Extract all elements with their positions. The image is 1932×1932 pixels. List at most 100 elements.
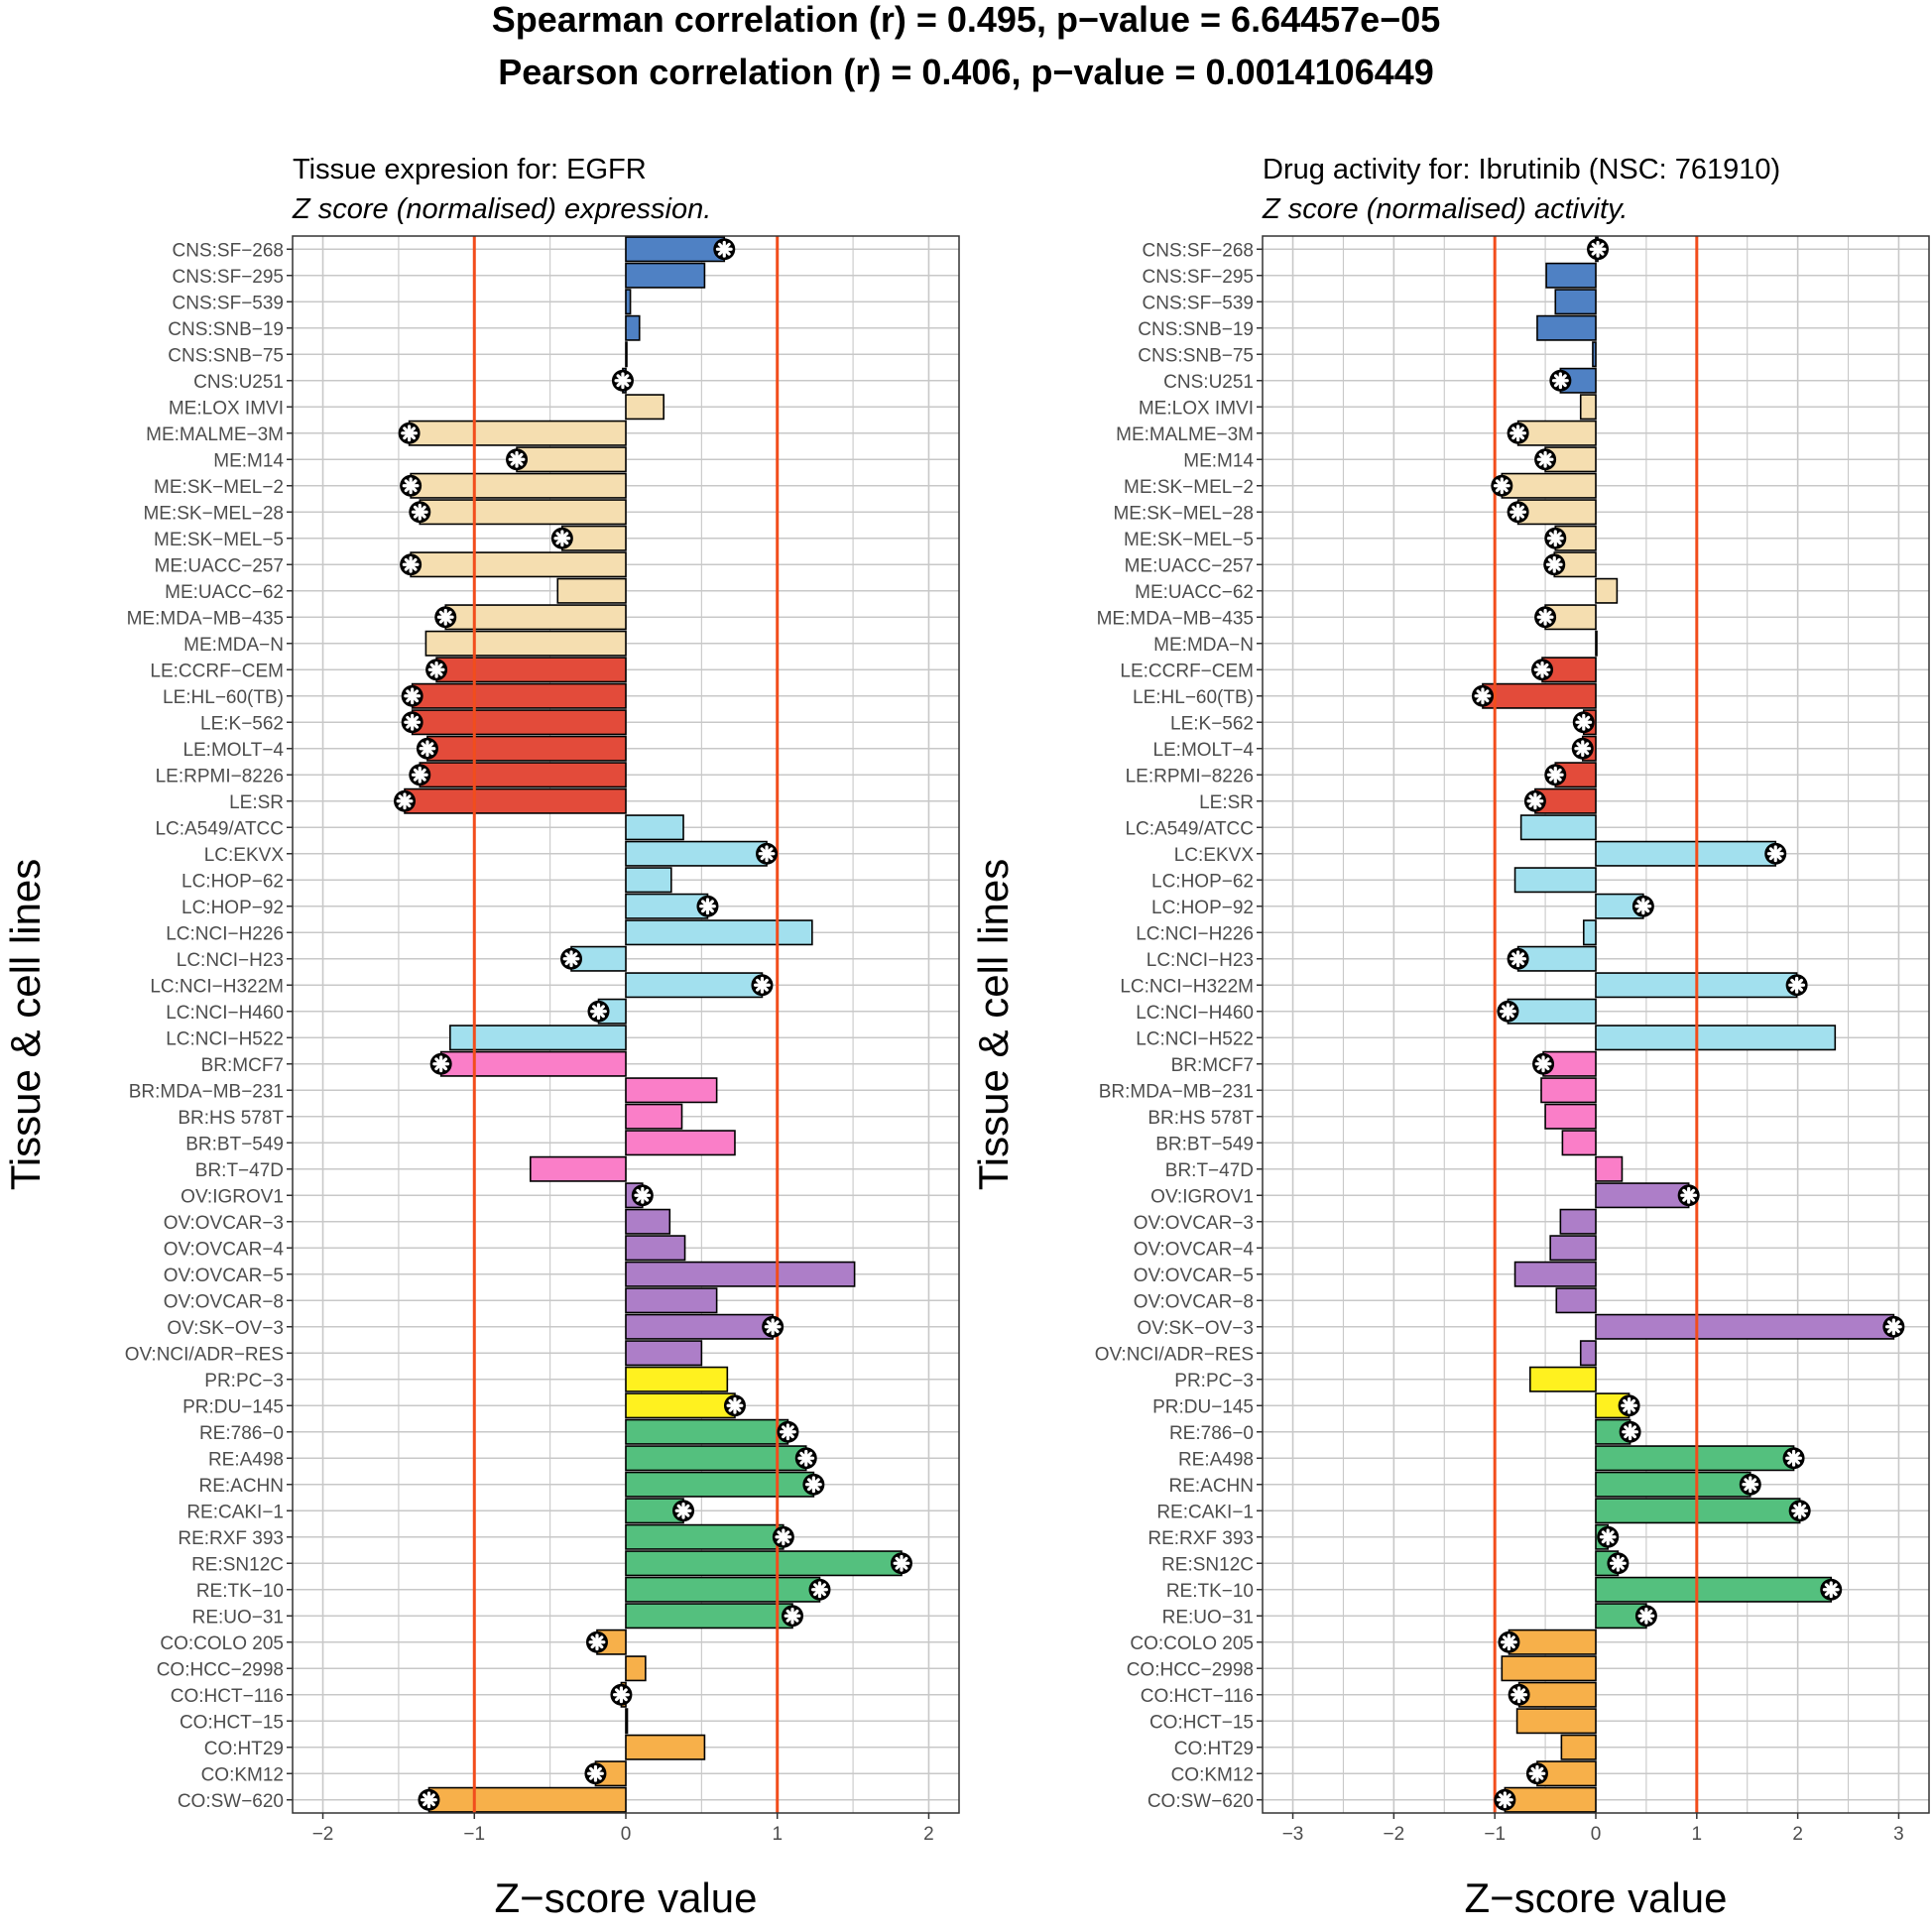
bar — [625, 1366, 729, 1392]
category-label: LC:NCI−H522 — [1136, 1028, 1254, 1049]
bar — [1519, 814, 1597, 841]
category-label: LE:CCRF−CEM — [1120, 661, 1254, 681]
significance-star-icon — [585, 1630, 608, 1653]
category-label: OV:IGROV1 — [1150, 1186, 1254, 1207]
category-label: CO:HCC−2998 — [157, 1659, 284, 1680]
x-tick-label: −2 — [1384, 1824, 1405, 1845]
category-label: CNS:SF−268 — [1143, 240, 1254, 261]
category-label: ME:LOX IMVI — [169, 398, 284, 419]
bar — [625, 1550, 903, 1577]
significance-star-icon — [808, 1578, 831, 1601]
x-tick-label: 0 — [621, 1824, 632, 1845]
category-label: LE:CCRF−CEM — [150, 661, 284, 681]
bar — [625, 1103, 683, 1130]
significance-star-icon — [1508, 1683, 1530, 1706]
significance-star-icon — [394, 789, 417, 812]
significance-star-icon — [1782, 1447, 1805, 1470]
category-label: RE:RXF 393 — [178, 1528, 284, 1549]
bar — [1544, 1103, 1597, 1130]
bar — [625, 1077, 718, 1104]
x-tick-label: 2 — [1792, 1824, 1803, 1845]
category-label: BR:HS 578T — [178, 1108, 284, 1129]
significance-star-icon — [782, 1605, 803, 1628]
category-label: RE:A498 — [1178, 1449, 1254, 1470]
category-label: CNS:SF−295 — [1143, 267, 1254, 288]
category-label: LC:HOP−62 — [1151, 871, 1254, 892]
significance-star-icon — [1532, 1052, 1555, 1075]
drug-activity-panel: Drug activity for: Ibrutinib (NSC: 76191… — [970, 154, 1930, 1921]
panel-title: Drug activity for: Ibrutinib (NSC: 76191… — [1263, 154, 1780, 185]
bar — [625, 1576, 821, 1603]
significance-star-icon — [1497, 1000, 1519, 1023]
bar — [1560, 1734, 1597, 1760]
category-label: RE:A498 — [208, 1449, 284, 1470]
category-label: CNS:SF−539 — [1143, 293, 1254, 313]
significance-star-icon — [1491, 474, 1513, 497]
bar — [625, 341, 628, 368]
category-label: LC:NCI−H322M — [1120, 976, 1254, 997]
category-label: CO:HCT−15 — [1149, 1712, 1254, 1733]
bar — [625, 1603, 793, 1630]
significance-star-icon — [1572, 711, 1595, 734]
significance-star-icon — [631, 1184, 654, 1207]
significance-star-icon — [762, 1315, 785, 1338]
bar — [1595, 577, 1619, 604]
bar — [435, 657, 627, 683]
bar — [1595, 840, 1777, 867]
bar — [1595, 630, 1598, 657]
category-label: ME:SK−MEL−5 — [154, 530, 284, 550]
x-tick-label: −1 — [1484, 1824, 1506, 1845]
significance-star-icon — [751, 974, 774, 997]
panel-title: Tissue expresion for: EGFR — [293, 154, 647, 185]
category-label: CNS:SNB−75 — [168, 345, 284, 366]
category-label: ME:SK−MEL−5 — [1124, 530, 1254, 550]
category-label: PR:PC−3 — [204, 1371, 284, 1391]
bar — [625, 1130, 736, 1156]
bar — [556, 577, 627, 604]
significance-star-icon — [1820, 1578, 1843, 1601]
category-label: ME:UACC−62 — [165, 582, 284, 603]
category-label: CNS:SF−268 — [173, 240, 284, 261]
category-label: ME:SK−MEL−28 — [1113, 503, 1254, 524]
bar — [625, 1708, 629, 1735]
significance-star-icon — [398, 422, 421, 444]
category-label: CO:HCT−15 — [180, 1712, 284, 1733]
bar — [1595, 1313, 1895, 1340]
x-tick-label: 2 — [923, 1824, 934, 1845]
category-label: CO:COLO 205 — [1130, 1633, 1254, 1654]
bar — [625, 840, 768, 867]
bar — [439, 1050, 627, 1077]
bar — [1595, 1576, 1833, 1603]
category-label: ME:MDA−MB−435 — [1097, 608, 1254, 629]
category-label: RE:ACHN — [1168, 1476, 1254, 1497]
category-label: CO:KM12 — [1171, 1764, 1254, 1785]
category-label: CO:SW−620 — [1147, 1791, 1254, 1812]
bar — [625, 1445, 807, 1472]
significance-star-icon — [425, 659, 448, 681]
significance-star-icon — [416, 737, 438, 760]
bar — [1561, 1130, 1597, 1156]
x-axis-title: Z−score value — [1465, 1874, 1728, 1921]
significance-star-icon — [723, 1394, 746, 1417]
panel-subtitle: Z score (normalised) activity. — [1262, 193, 1629, 225]
bar — [625, 893, 709, 919]
bar — [625, 1734, 706, 1760]
significance-star-icon — [409, 764, 431, 786]
category-label: OV:OVCAR−5 — [1134, 1266, 1254, 1286]
panel-subtitle: Z score (normalised) expression. — [292, 193, 711, 225]
significance-star-icon — [418, 1788, 440, 1811]
significance-star-icon — [434, 606, 457, 629]
bar — [1501, 1655, 1597, 1682]
category-label: LC:EKVX — [204, 845, 285, 866]
category-label: LE:SR — [229, 792, 284, 813]
bar — [625, 1340, 703, 1367]
bar — [426, 735, 627, 762]
category-label: PR:DU−145 — [182, 1396, 284, 1417]
category-label: LC:HOP−92 — [181, 898, 284, 918]
category-label: ME:MALME−3M — [1116, 424, 1254, 445]
significance-star-icon — [1525, 1762, 1548, 1785]
category-label: CO:HT29 — [1174, 1739, 1254, 1759]
significance-star-icon — [777, 1420, 799, 1443]
bar — [625, 236, 726, 263]
